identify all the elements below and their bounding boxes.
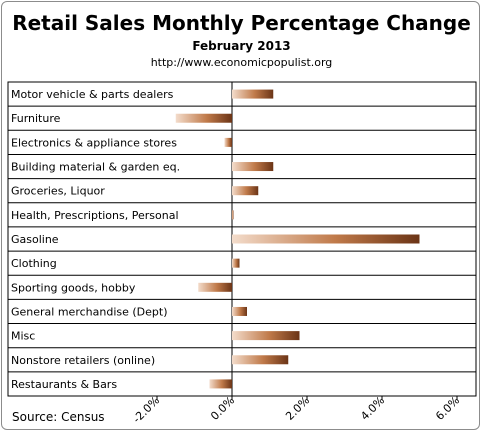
category-label: Groceries, Liquor [11, 185, 105, 198]
bar-12 [209, 379, 232, 389]
source-note: Source: Census [12, 410, 105, 424]
bar-6 [232, 234, 420, 244]
category-label: Restaurants & Bars [11, 378, 117, 391]
bar-1 [175, 113, 232, 123]
chart-subtitle: February 2013 [192, 39, 291, 53]
category-label: Health, Prescriptions, Personal [11, 209, 179, 222]
category-label: Electronics & appliance stores [11, 136, 177, 149]
x-tick-label: 4.0% [358, 394, 387, 423]
x-tick-label: 0.0% [208, 394, 237, 423]
category-label: Misc [11, 330, 35, 343]
bar-11 [232, 355, 289, 365]
bar-10 [232, 331, 300, 341]
x-tick-label: 6.0% [433, 394, 462, 423]
x-tick-label: -2.0% [130, 394, 162, 426]
category-label: Clothing [11, 257, 57, 270]
bar-4 [232, 186, 259, 196]
x-tick-label: 2.0% [283, 394, 312, 423]
category-label: Furniture [11, 112, 61, 125]
bar-8 [198, 282, 232, 292]
chart-url: http://www.economicpopulist.org [150, 56, 333, 69]
category-label: Gasoline [11, 233, 59, 246]
bar-3 [232, 162, 274, 172]
bar-9 [232, 306, 247, 316]
category-label: Building material & garden eq. [11, 161, 180, 174]
category-label: Nonstore retailers (online) [11, 354, 155, 367]
plot-border [7, 81, 477, 397]
bar-0 [232, 89, 274, 99]
category-label: Sporting goods, hobby [11, 281, 136, 294]
bar-5 [232, 210, 234, 220]
bar-7 [232, 258, 240, 268]
bar-2 [224, 137, 232, 147]
category-label: Motor vehicle & parts dealers [11, 88, 174, 101]
chart-title: Retail Sales Monthly Percentage Change [12, 11, 471, 35]
category-label: General merchandise (Dept) [11, 305, 168, 318]
